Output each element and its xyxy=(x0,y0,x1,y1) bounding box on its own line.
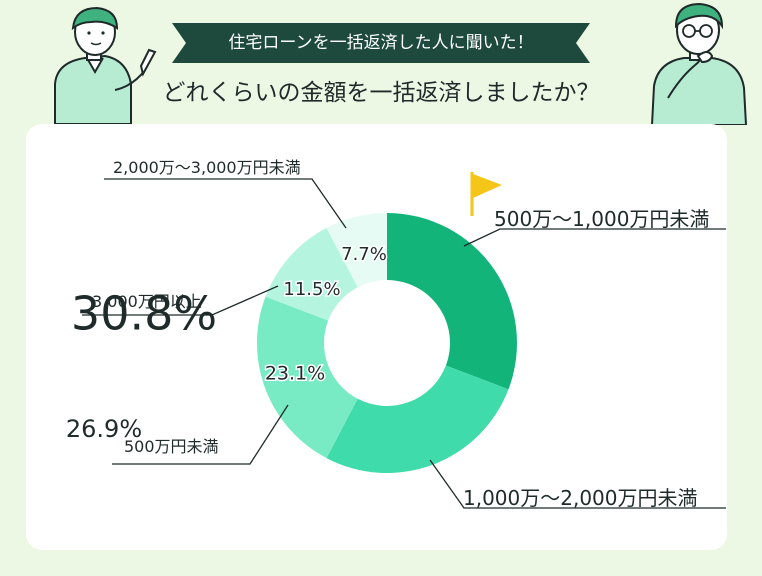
leader-line-over-3000 xyxy=(82,285,279,316)
flag-icon xyxy=(470,172,502,216)
banner-text: 住宅ローンを一括返済した人に聞いた！ xyxy=(228,33,534,53)
slice-over-3000 xyxy=(265,227,358,321)
category-label-2000-3000: 2,000万〜3,000万円未満 xyxy=(113,158,301,177)
leader-line-1000-2000 xyxy=(429,459,726,509)
leader-line-500-1000 xyxy=(463,228,726,247)
leader-line-under-500 xyxy=(112,404,289,465)
slice-500-1000 xyxy=(387,213,518,390)
survey-banner: 住宅ローンを一括返済した人に聞いた！ xyxy=(172,23,590,63)
category-label-under-500: 500万円未満 xyxy=(124,437,219,456)
slice-under-500 xyxy=(257,296,358,459)
chart-card: 500万〜1,000万円未満 30.8% 1,000万〜2,000万円未満 26.9%… xyxy=(26,124,727,550)
donut-chart: 500万〜1,000万円未満 30.8% 1,000万〜2,000万円未満 26.9%… xyxy=(64,158,726,510)
percent-label-1000-2000: 26.9% xyxy=(66,415,142,443)
survey-question: どれくらいの金額を一括返済しましたか？ xyxy=(162,80,600,106)
banner-ribbon xyxy=(172,23,590,63)
percent-label-500-1000: 30.8% xyxy=(71,287,217,341)
slice-1000-2000 xyxy=(326,365,509,474)
percent-label-2000-3000: 7.7% xyxy=(341,244,387,265)
category-label-500-1000: 500万〜1,000万円未満 xyxy=(494,207,709,231)
slice-2000-3000 xyxy=(326,213,387,288)
percent-label-under-500: 23.1% xyxy=(265,363,325,385)
category-label-over-3000: 3,000万円以上 xyxy=(92,292,202,311)
person-pointing-illustration xyxy=(54,6,157,124)
percent-label-over-3000: 11.5% xyxy=(283,279,340,300)
leader-line-2000-3000 xyxy=(104,178,347,229)
person-thinking-illustration xyxy=(650,2,748,125)
category-label-1000-2000: 1,000万〜2,000万円未満 xyxy=(463,486,698,510)
